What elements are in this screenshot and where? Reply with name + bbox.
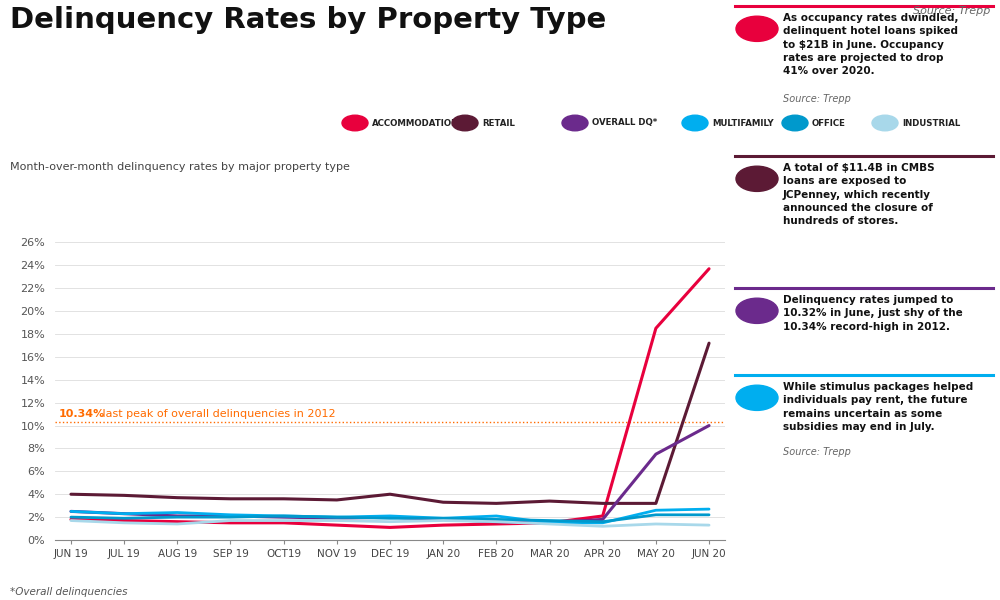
Text: OVERALL DQ*: OVERALL DQ*	[592, 118, 657, 127]
Text: ACCOMMODATION: ACCOMMODATION	[372, 118, 459, 127]
Text: last peak of overall delinquencies in 2012: last peak of overall delinquencies in 20…	[99, 409, 335, 419]
Text: INDUSTRIAL: INDUSTRIAL	[902, 118, 960, 127]
Text: Source: Trepp: Source: Trepp	[783, 94, 851, 104]
Text: Source: Trepp: Source: Trepp	[783, 446, 851, 457]
Text: MULTIFAMILY: MULTIFAMILY	[712, 118, 774, 127]
Text: Delinquency rates jumped to
10.32% in June, just shy of the
10.34% record-high i: Delinquency rates jumped to 10.32% in Ju…	[783, 295, 963, 332]
Text: *Overall delinquencies: *Overall delinquencies	[10, 587, 128, 597]
Text: While stimulus packages helped
individuals pay rent, the future
remains uncertai: While stimulus packages helped individua…	[783, 382, 973, 432]
Text: A total of $11.4B in CMBS
loans are exposed to
JCPenney, which recently
announce: A total of $11.4B in CMBS loans are expo…	[783, 163, 935, 226]
Text: RETAIL: RETAIL	[482, 118, 515, 127]
Text: 10.34%: 10.34%	[58, 409, 105, 419]
Text: Month-over-month delinquency rates by major property type: Month-over-month delinquency rates by ma…	[10, 162, 350, 172]
Text: Delinquency Rates by Property Type: Delinquency Rates by Property Type	[10, 6, 606, 34]
Text: OFFICE: OFFICE	[812, 118, 846, 127]
Text: As occupancy rates dwindled,
delinquent hotel loans spiked
to $21B in June. Occu: As occupancy rates dwindled, delinquent …	[783, 13, 958, 76]
Text: Source: Trepp: Source: Trepp	[913, 6, 990, 16]
